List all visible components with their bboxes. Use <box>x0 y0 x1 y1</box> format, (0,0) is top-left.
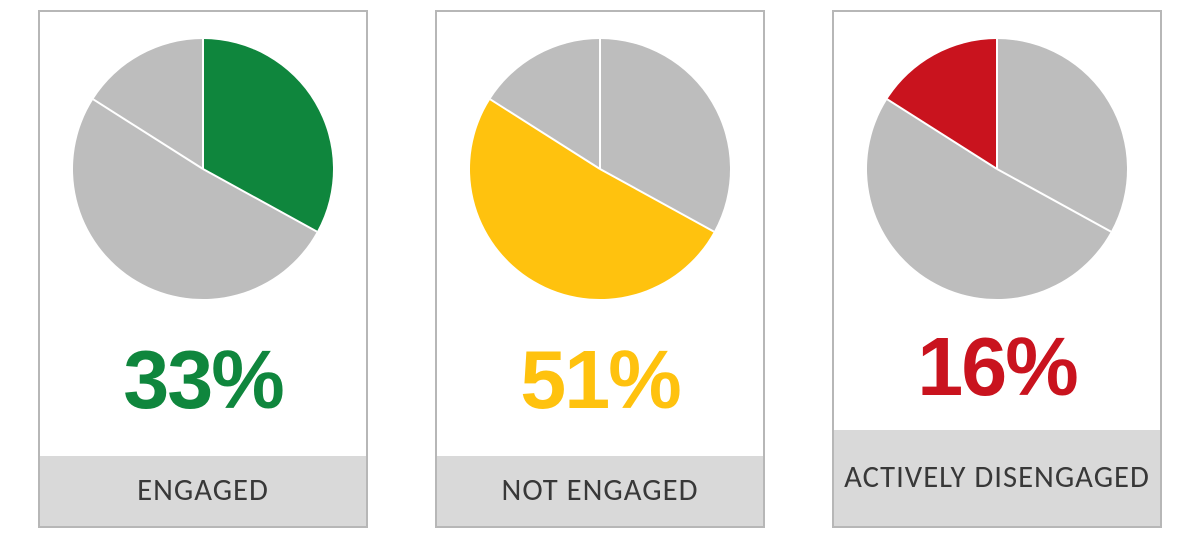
card-actively-disengaged: 16% ACTIVELY DISENGAGED <box>832 10 1162 528</box>
infographic-canvas: 33% ENGAGED 51% NOT ENGAGED 16% ACTIVELY… <box>0 0 1200 549</box>
pie-svg-not-engaged <box>465 34 735 304</box>
pie-chart-engaged <box>40 12 366 304</box>
percent-area-engaged: 33% <box>40 304 366 456</box>
label-actively-disengaged: ACTIVELY DISENGAGED <box>834 430 1160 526</box>
pie-chart-actively-disengaged <box>834 12 1160 304</box>
percent-value-actively-disengaged: 16% <box>917 326 1076 409</box>
pie-svg-actively-disengaged <box>862 34 1132 304</box>
percent-area-actively-disengaged: 16% <box>834 304 1160 430</box>
percent-value-not-engaged: 51% <box>520 339 679 422</box>
card-engaged: 33% ENGAGED <box>38 10 368 528</box>
card-not-engaged: 51% NOT ENGAGED <box>435 10 765 528</box>
pie-chart-not-engaged <box>437 12 763 304</box>
label-engaged: ENGAGED <box>40 456 366 526</box>
pie-svg-engaged <box>68 34 338 304</box>
percent-area-not-engaged: 51% <box>437 304 763 456</box>
label-not-engaged: NOT ENGAGED <box>437 456 763 526</box>
percent-value-engaged: 33% <box>123 339 282 422</box>
